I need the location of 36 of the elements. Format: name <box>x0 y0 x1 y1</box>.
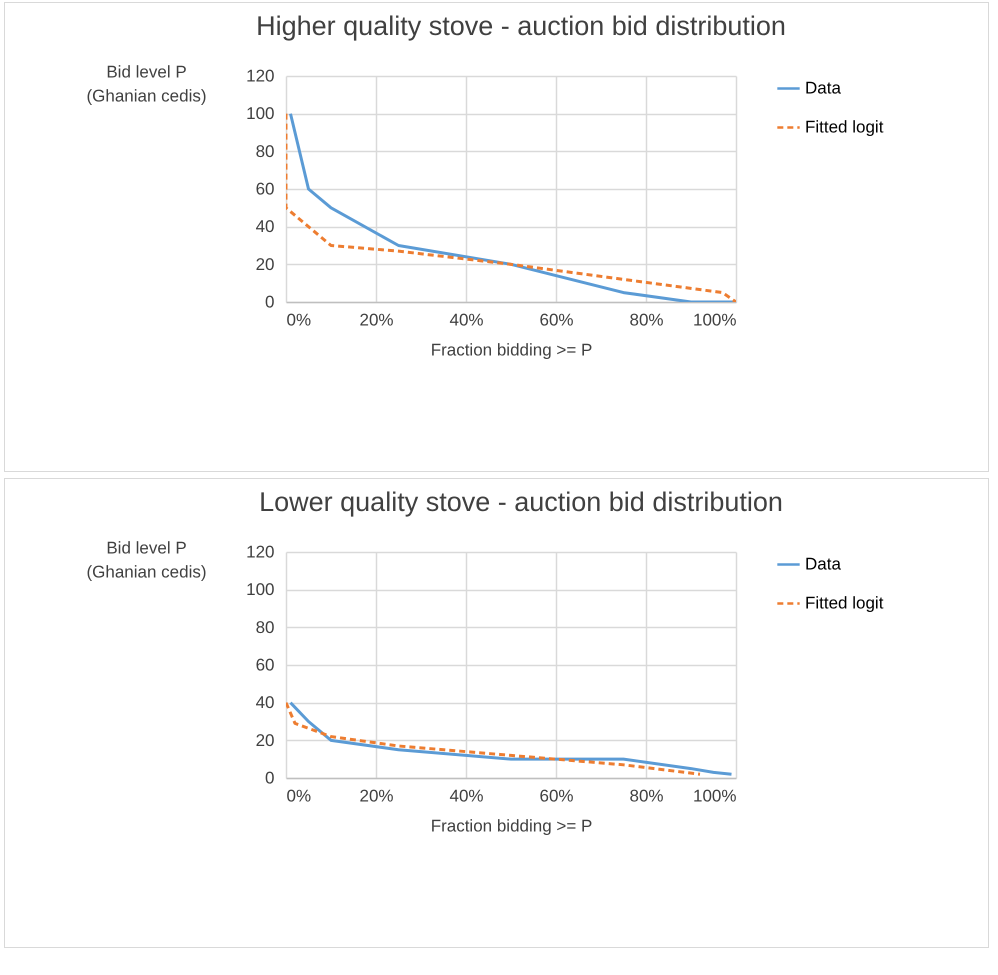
y-tick-label: 120 <box>246 66 274 86</box>
y-tick-label: 120 <box>246 542 274 562</box>
y-tick-label: 100 <box>246 104 274 124</box>
y-axis-title: Bid level P (Ghanian cedis) <box>86 62 207 106</box>
y-tick-label: 0 <box>265 768 274 788</box>
x-tick-label: 40% <box>449 310 484 330</box>
legend-label: Data <box>805 554 842 574</box>
x-axis-title: Fraction bidding >= P <box>430 340 592 360</box>
x-tick-label: 80% <box>629 786 664 806</box>
y-tick-label: 40 <box>256 693 274 712</box>
y-axis-title: Bid level P (Ghanian cedis) <box>86 538 207 582</box>
x-axis-title: Fraction bidding >= P <box>430 816 592 836</box>
legend-label: Fitted logit <box>805 594 884 612</box>
x-tick-label: 0% <box>286 310 312 330</box>
y-tick-label: 40 <box>256 217 274 236</box>
y-tick-label: 20 <box>256 730 274 750</box>
y-tick-label: 80 <box>256 142 274 161</box>
legend-label: Fitted logit <box>805 118 884 136</box>
x-tick-label: 60% <box>539 310 574 330</box>
x-tick-label: 80% <box>629 310 664 330</box>
x-tick-label: 100% <box>693 786 736 806</box>
y-tick-label: 80 <box>256 618 274 637</box>
y-tick-label: 60 <box>256 656 274 674</box>
y-tick-label: 20 <box>256 254 274 274</box>
x-tick-label: 40% <box>449 786 484 806</box>
x-tick-label: 0% <box>286 786 312 806</box>
x-tick-label: 20% <box>359 310 394 330</box>
chart-title: Lower quality stove - auction bid distribution <box>259 487 783 517</box>
chart-title: Higher quality stove - auction bid distribution <box>256 11 786 41</box>
x-tick-label: 20% <box>359 786 394 806</box>
y-tick-label: 60 <box>256 180 274 198</box>
legend-label: Data <box>805 78 842 98</box>
x-tick-label: 60% <box>539 786 574 806</box>
y-tick-label: 100 <box>246 580 274 600</box>
x-tick-label: 100% <box>693 310 736 330</box>
y-tick-label: 0 <box>265 292 274 312</box>
